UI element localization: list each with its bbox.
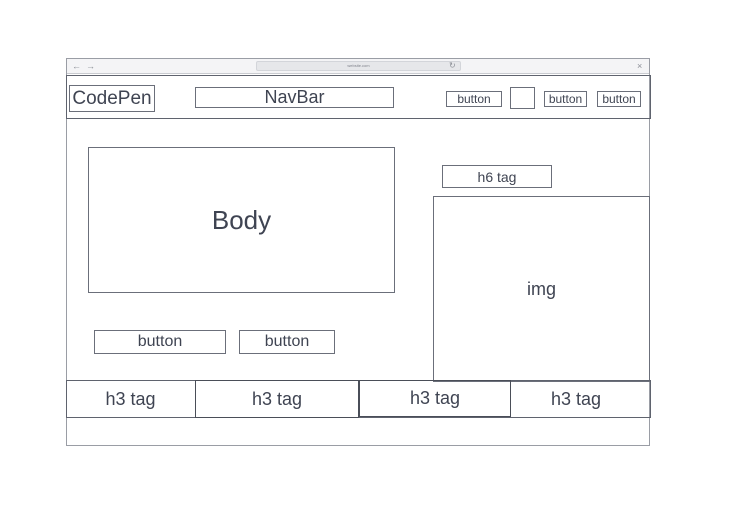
footer-h3-2: h3 tag: [195, 380, 359, 418]
header-button-1[interactable]: button: [446, 91, 502, 107]
address-bar[interactable]: website.com: [256, 61, 461, 71]
footer-h3-1: h3 tag: [66, 380, 195, 418]
navbar[interactable]: NavBar: [195, 87, 394, 108]
body-button-1[interactable]: button: [94, 330, 226, 354]
reload-icon[interactable]: ↻: [449, 59, 456, 73]
body-placeholder: Body: [88, 147, 395, 293]
body-button-2[interactable]: button: [239, 330, 335, 354]
header-button-3[interactable]: button: [597, 91, 641, 107]
footer-h3-3: h3 tag: [359, 380, 511, 417]
logo-codepen[interactable]: CodePen: [69, 85, 155, 112]
header-button-2[interactable]: button: [544, 91, 587, 107]
arrow-right-icon[interactable]: →: [86, 59, 95, 73]
header-square-button[interactable]: [510, 87, 535, 109]
arrow-left-icon[interactable]: ←: [72, 59, 81, 73]
image-placeholder: img: [433, 196, 650, 382]
h6-heading: h6 tag: [442, 165, 552, 188]
footer-h3-4: h3 tag: [511, 380, 641, 418]
close-icon[interactable]: ×: [637, 59, 642, 73]
